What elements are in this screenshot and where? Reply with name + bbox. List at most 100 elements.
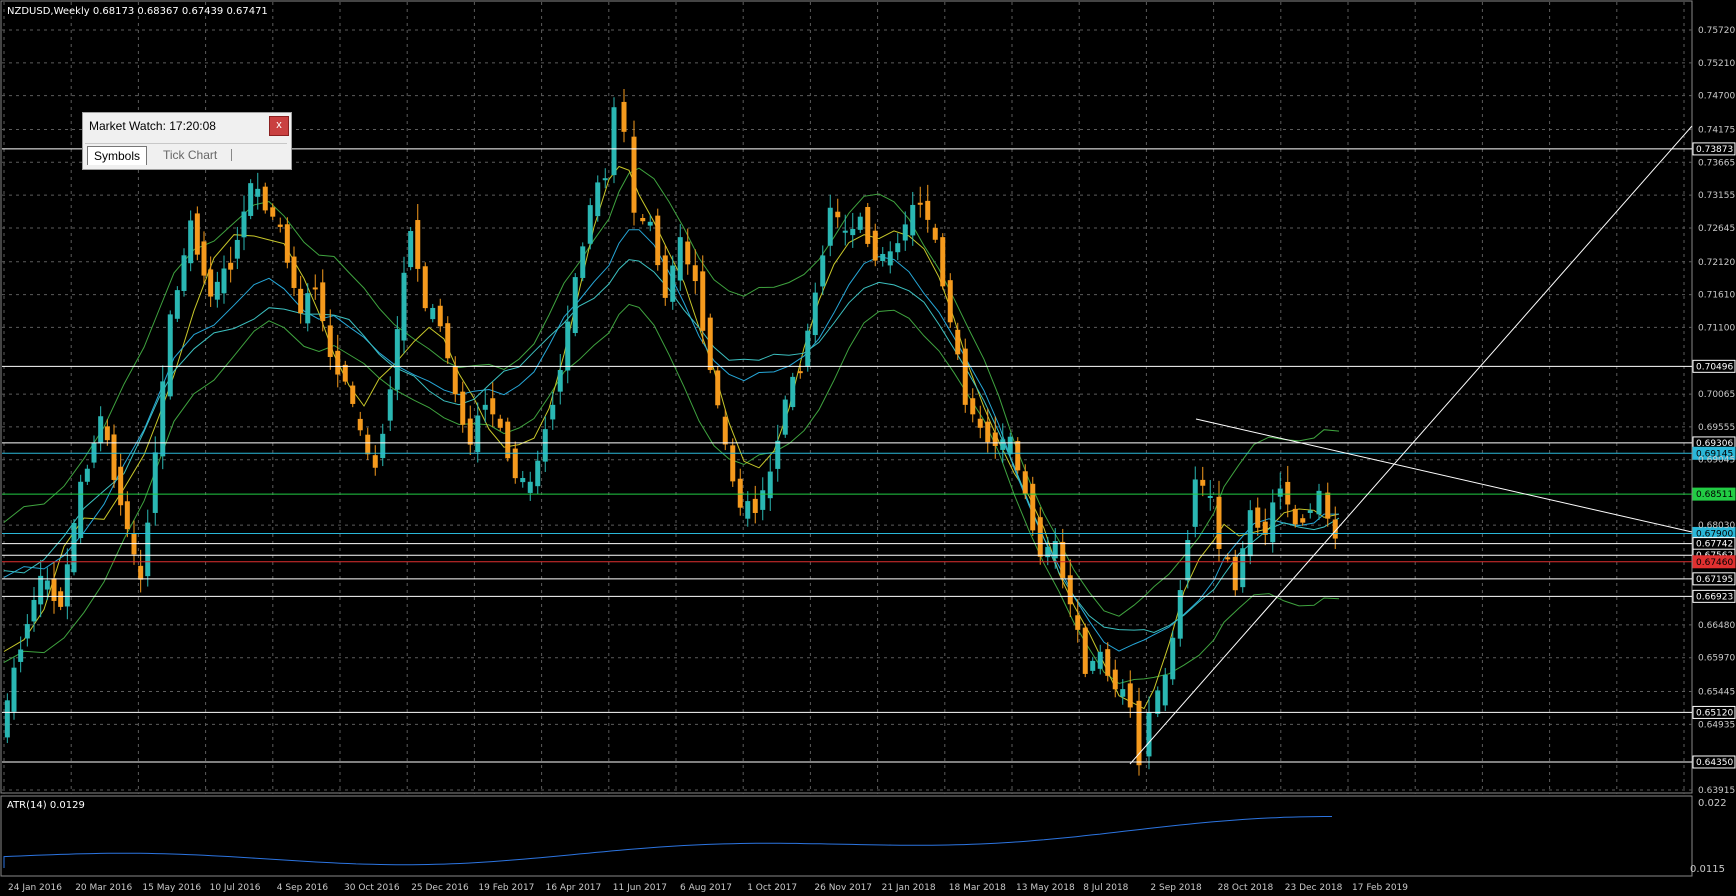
candle-bear <box>118 466 124 506</box>
tab-tick-chart[interactable]: Tick Chart <box>163 148 218 162</box>
price-tick-label: 0.73155 <box>1698 191 1735 201</box>
candle-bull <box>595 182 601 217</box>
candle-bull <box>24 624 30 639</box>
price-tick-label: 0.72645 <box>1698 224 1735 234</box>
time-tick-label: 2 Sep 2018 <box>1150 883 1202 893</box>
candle-bull <box>587 205 593 244</box>
candle-bear <box>621 101 627 132</box>
candle-bear <box>835 211 841 218</box>
candle-bear <box>932 227 938 240</box>
level-label: 0.65120 <box>1696 708 1733 718</box>
level-label: 0.67195 <box>1696 575 1733 585</box>
candle-bear <box>1127 683 1133 708</box>
candle-bear <box>1200 479 1206 486</box>
candle-bull <box>482 404 488 410</box>
candle-bull <box>850 228 856 236</box>
level-label: 0.67900 <box>1696 529 1733 539</box>
time-tick-label: 30 Oct 2016 <box>344 883 400 893</box>
candle-bull <box>305 293 311 324</box>
candle-bull <box>520 477 526 483</box>
candle-bear <box>655 215 661 266</box>
candle-bear <box>124 501 130 530</box>
candle-bear <box>700 271 706 331</box>
candle-bull <box>1155 690 1161 714</box>
level-tag <box>1692 755 1736 769</box>
level-label: 0.73873 <box>1696 145 1733 155</box>
level-tag <box>1692 705 1736 719</box>
price-tick-label: 0.69555 <box>1698 423 1735 433</box>
candle-bull <box>1097 651 1103 669</box>
candle-bull <box>181 255 187 292</box>
candle-bear <box>490 398 496 415</box>
candle-bear <box>320 282 326 321</box>
time-tick-label: 26 Nov 2017 <box>814 883 872 893</box>
candle-bear <box>1105 649 1111 676</box>
close-button[interactable]: x <box>269 116 289 136</box>
level-tag <box>1692 446 1736 460</box>
time-tick-label: 11 Jun 2017 <box>613 883 667 893</box>
market-watch-tabs: Symbols Tick Chart <box>85 143 287 166</box>
candle-bull <box>430 307 436 320</box>
candle-bear <box>872 230 878 261</box>
candle-bear <box>1300 518 1306 523</box>
uptrend-line <box>1129 125 1693 765</box>
tab-symbols[interactable]: Symbols <box>87 146 148 165</box>
price-tick-label: 0.64935 <box>1698 720 1735 730</box>
candle-bear <box>962 348 968 405</box>
level-tag <box>1692 359 1736 373</box>
atr-label: ATR(14) 0.0129 <box>7 800 85 811</box>
candle-bull <box>18 649 24 662</box>
candle-bear <box>917 202 923 205</box>
candle-bear <box>1292 508 1298 525</box>
candle-bull <box>1007 436 1013 455</box>
candle-bull <box>572 277 578 334</box>
candle-bear <box>1037 517 1043 557</box>
level-label: 0.67742 <box>1696 540 1733 550</box>
candle-bull <box>670 265 676 302</box>
candle-bull <box>910 204 916 236</box>
candle-bull <box>1270 502 1276 543</box>
atr-pane-frame <box>0 795 1693 877</box>
ma-slow-line <box>3 229 1339 652</box>
atr-scale-bottom: 0.0115 <box>1690 864 1725 875</box>
ma-slow2-line <box>3 259 1340 634</box>
candle-bear <box>298 288 304 314</box>
candle-bear <box>640 217 646 222</box>
candle-bear <box>437 305 443 327</box>
candle-bear <box>977 418 983 428</box>
price-tick-label: 0.71610 <box>1698 291 1735 301</box>
candle-bear <box>715 370 721 406</box>
candle-bull <box>812 292 818 336</box>
atr-scale-top: 0.022 <box>1698 798 1727 809</box>
candle-bull <box>1052 541 1058 559</box>
candle-bear <box>1022 471 1028 494</box>
candle-bull <box>1277 488 1283 497</box>
market-watch-window[interactable]: Market Watch: 17:20:08 x Symbols Tick Ch… <box>82 112 292 170</box>
candle-bear <box>947 280 953 323</box>
time-tick-label: 13 May 2018 <box>1016 883 1075 893</box>
candle-bull <box>611 107 617 176</box>
candle-bear <box>104 426 110 441</box>
candle-bear <box>194 213 200 255</box>
candle-bear <box>940 237 946 287</box>
candle-bear <box>992 432 998 446</box>
time-tick-label: 17 Feb 2019 <box>1352 883 1408 893</box>
price-tick-label: 0.70065 <box>1698 390 1735 400</box>
candle-bear <box>51 578 57 601</box>
time-tick-label: 28 Oct 2018 <box>1218 883 1274 893</box>
candle-bear <box>201 241 207 276</box>
price-tick-label: 0.73665 <box>1698 158 1735 168</box>
candle-bear <box>58 591 64 607</box>
candle-bull <box>745 501 751 519</box>
candle-bear <box>460 391 466 425</box>
level-tag <box>1692 589 1736 603</box>
time-tick-label: 24 Jan 2016 <box>8 883 62 893</box>
candle-bull <box>775 440 781 469</box>
candle-bear <box>737 478 743 508</box>
price-tick-label: 0.75720 <box>1698 26 1735 36</box>
candle-bull <box>214 281 220 300</box>
candle-bear <box>1075 615 1081 630</box>
level-label: 0.64350 <box>1696 758 1733 768</box>
